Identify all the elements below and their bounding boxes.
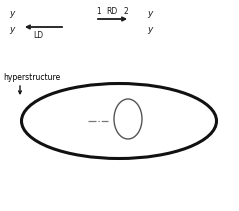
Text: 1: 1 [97,7,101,15]
Text: RD: RD [106,7,118,15]
Text: y: y [147,8,153,18]
Text: LD: LD [33,31,43,41]
Text: hyperstructure: hyperstructure [3,73,60,83]
Text: 2: 2 [124,7,128,15]
Text: y: y [9,8,15,18]
Text: y: y [9,24,15,34]
Text: y: y [147,24,153,34]
